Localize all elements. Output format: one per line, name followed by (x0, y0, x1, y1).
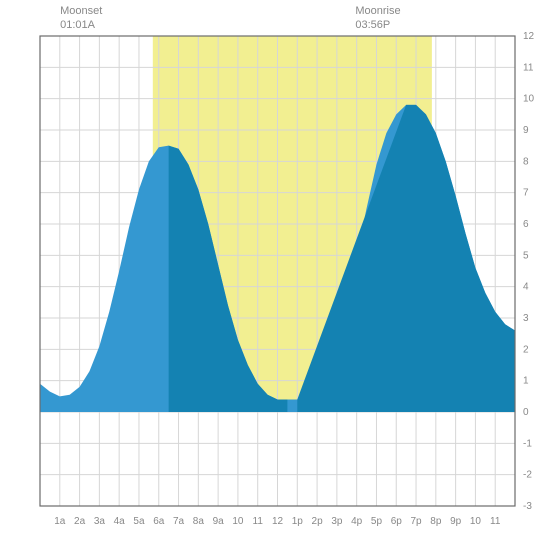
x-axis-label: 7a (173, 516, 185, 527)
x-axis-label: 10 (232, 516, 244, 527)
x-axis-label: 8p (430, 516, 442, 527)
x-axis-label: 4a (114, 516, 126, 527)
x-axis-label: 6p (391, 516, 403, 527)
x-axis-label: 1p (292, 516, 304, 527)
y-axis-label: 4 (523, 282, 529, 293)
x-axis-label: 2a (74, 516, 86, 527)
y-axis-label: -1 (523, 438, 532, 449)
y-axis-label: 10 (523, 94, 535, 105)
y-axis-label: -2 (523, 470, 532, 481)
y-axis-label: 8 (523, 156, 529, 167)
y-axis-label: 5 (523, 250, 529, 261)
x-axis-label: 10 (470, 516, 482, 527)
x-axis-label: 1a (54, 516, 66, 527)
y-axis-label: 3 (523, 313, 529, 324)
x-axis-label: 2p (312, 516, 324, 527)
x-axis-label: 4p (351, 516, 363, 527)
y-axis-label: 11 (523, 62, 534, 73)
y-axis-label: 6 (523, 219, 529, 230)
y-axis-label: 0 (523, 407, 529, 418)
x-axis-label: 9p (450, 516, 462, 527)
annotation-value: 03:56P (355, 19, 390, 31)
x-axis-label: 8a (193, 516, 205, 527)
y-axis-label: 2 (523, 344, 529, 355)
chart-svg: 1a2a3a4a5a6a7a8a9a1011121p2p3p4p5p6p7p8p… (0, 0, 550, 550)
x-axis-label: 11 (490, 516, 501, 527)
y-axis-label: -3 (523, 501, 532, 512)
x-axis-label: 11 (253, 516, 264, 527)
annotation-title: Moonrise (355, 5, 400, 17)
annotation-title: Moonset (60, 5, 102, 17)
x-axis-label: 3a (94, 516, 106, 527)
x-axis-label: 5p (371, 516, 383, 527)
x-axis-label: 9a (213, 516, 225, 527)
x-axis-label: 5a (133, 516, 145, 527)
x-axis-label: 7p (410, 516, 422, 527)
x-axis-label: 6a (153, 516, 165, 527)
tide-chart: 1a2a3a4a5a6a7a8a9a1011121p2p3p4p5p6p7p8p… (0, 0, 550, 550)
y-axis-label: 9 (523, 125, 529, 136)
y-axis-label: 12 (523, 31, 535, 42)
x-axis-label: 3p (331, 516, 343, 527)
y-axis-label: 7 (523, 188, 529, 199)
annotation-value: 01:01A (60, 19, 96, 31)
x-axis-label: 12 (272, 516, 284, 527)
y-axis-label: 1 (523, 376, 529, 387)
